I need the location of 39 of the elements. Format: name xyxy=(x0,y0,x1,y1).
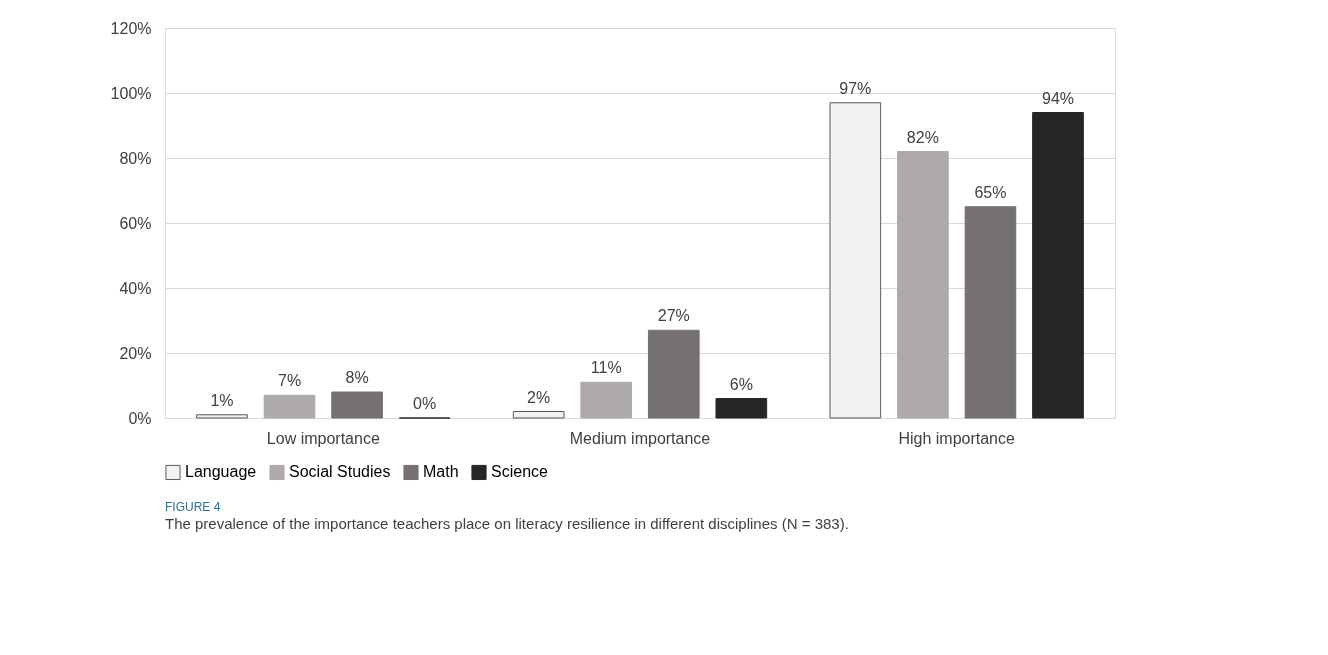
bar xyxy=(512,411,565,419)
data-label: 27% xyxy=(657,307,690,325)
legend-label: Math xyxy=(423,463,459,481)
bar xyxy=(580,381,633,419)
data-label: 11% xyxy=(590,359,622,377)
bar xyxy=(196,414,248,419)
data-label: 82% xyxy=(906,128,939,146)
x-tick-label: Medium importance xyxy=(569,429,711,447)
y-tick-label: 40% xyxy=(119,279,152,297)
y-tick-label: 20% xyxy=(119,344,152,362)
caption: FIGURE 4 xyxy=(165,500,221,514)
x-tick-label: Low importance xyxy=(266,429,380,447)
legend-label: Language xyxy=(185,463,257,481)
y-tick-label: 60% xyxy=(119,214,152,232)
bar xyxy=(715,398,768,419)
x-tick-label: High importance xyxy=(898,429,1016,447)
y-tick-label: 0% xyxy=(128,409,152,427)
bar xyxy=(1032,112,1084,419)
data-label: 6% xyxy=(729,375,753,393)
bar xyxy=(897,151,949,419)
data-label: 94% xyxy=(1041,89,1075,107)
data-label: 65% xyxy=(974,183,1007,201)
y-tick-label: 120% xyxy=(110,19,152,37)
bar xyxy=(964,206,1017,419)
text: The prevalence of the importance teachers place on literacy resilience in different disciplines (N = 383). xyxy=(165,515,849,532)
data-label: 0% xyxy=(413,395,437,412)
bar xyxy=(647,329,700,419)
bar xyxy=(829,102,882,419)
data-label: 97% xyxy=(839,79,872,97)
bar xyxy=(331,391,383,419)
bar xyxy=(263,394,316,419)
y-tick-label: 100% xyxy=(110,84,152,102)
data-label: 2% xyxy=(527,388,551,406)
data-label: 1% xyxy=(210,391,234,409)
legend-label: Science xyxy=(491,463,549,481)
data-label: 8% xyxy=(345,369,369,386)
data-label: 7% xyxy=(277,372,302,390)
legend-label: Social Studies xyxy=(289,463,391,481)
y-tick-label: 80% xyxy=(119,149,152,167)
